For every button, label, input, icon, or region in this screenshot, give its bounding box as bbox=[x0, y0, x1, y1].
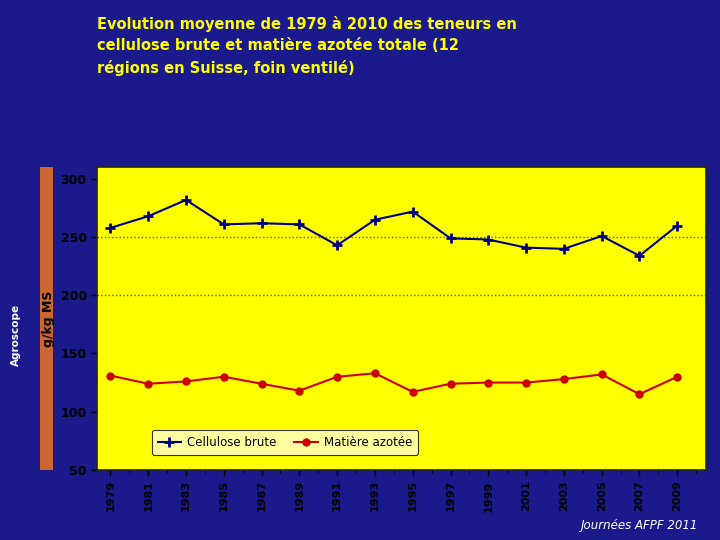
Cellulose brute bbox=[559, 246, 568, 252]
Matière azotée bbox=[559, 376, 568, 382]
Legend: Cellulose brute, Matière azotée: Cellulose brute, Matière azotée bbox=[152, 430, 418, 455]
Matière azotée bbox=[181, 378, 190, 384]
Matière azotée bbox=[446, 381, 455, 387]
Text: Evolution moyenne de 1979 à 2010 des teneurs en
cellulose brute et matière azoté: Evolution moyenne de 1979 à 2010 des ten… bbox=[97, 16, 517, 76]
Matière azotée bbox=[673, 374, 682, 380]
Cellulose brute bbox=[106, 225, 114, 231]
Cellulose brute bbox=[220, 221, 228, 228]
Matière azotée bbox=[144, 381, 153, 387]
Matière azotée bbox=[598, 371, 606, 377]
Cellulose brute bbox=[673, 222, 682, 229]
Cellulose brute bbox=[598, 233, 606, 239]
Matière azotée bbox=[371, 370, 379, 376]
Line: Cellulose brute: Cellulose brute bbox=[106, 195, 682, 261]
Matière azotée bbox=[220, 374, 228, 380]
Text: Journées AFPF 2011: Journées AFPF 2011 bbox=[581, 519, 698, 532]
Matière azotée bbox=[257, 381, 266, 387]
Matière azotée bbox=[635, 391, 644, 397]
Matière azotée bbox=[522, 379, 531, 386]
Cellulose brute bbox=[257, 220, 266, 226]
Y-axis label: g/kg MS: g/kg MS bbox=[42, 291, 55, 347]
Cellulose brute bbox=[408, 208, 417, 215]
Cellulose brute bbox=[522, 245, 531, 251]
Cellulose brute bbox=[144, 213, 153, 219]
Cellulose brute bbox=[446, 235, 455, 241]
Cellulose brute bbox=[295, 221, 304, 228]
Cellulose brute bbox=[181, 197, 190, 203]
Matière azotée bbox=[408, 389, 417, 395]
Cellulose brute bbox=[484, 237, 492, 243]
Cellulose brute bbox=[333, 242, 341, 248]
Matière azotée bbox=[333, 374, 341, 380]
Matière azotée bbox=[295, 388, 304, 394]
Line: Matière azotée: Matière azotée bbox=[107, 370, 680, 397]
Cellulose brute bbox=[371, 217, 379, 223]
Matière azotée bbox=[106, 373, 114, 379]
Cellulose brute bbox=[635, 253, 644, 259]
Text: Agroscope: Agroscope bbox=[11, 303, 21, 366]
Matière azotée bbox=[484, 379, 492, 386]
